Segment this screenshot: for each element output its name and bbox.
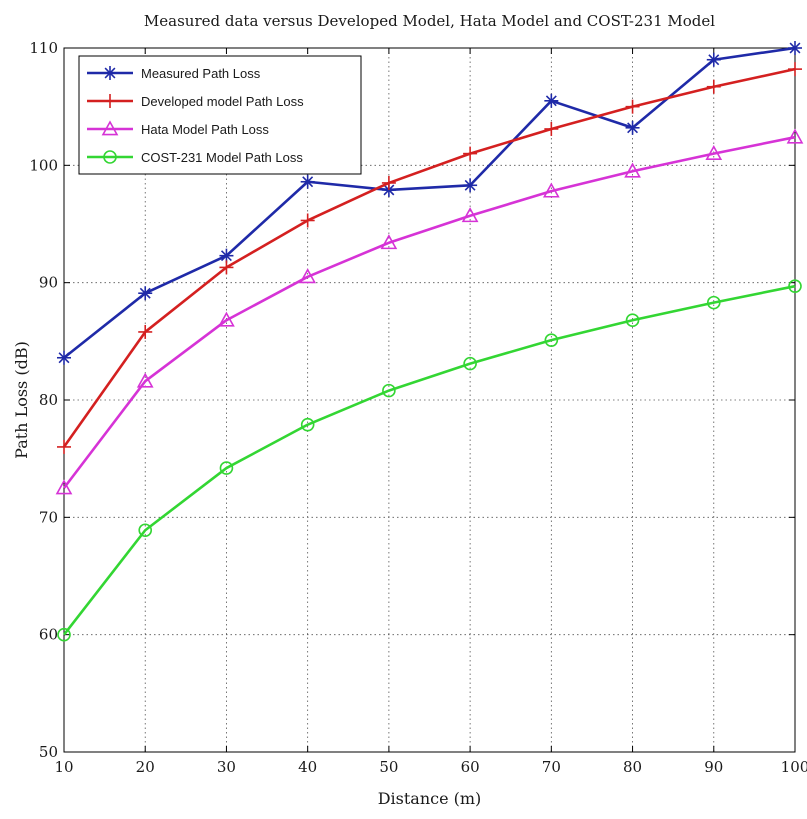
data-point [624, 162, 641, 178]
y-tick-label: 90 [39, 274, 58, 292]
x-tick-label: 10 [54, 758, 73, 776]
legend-item: Hata Model Path Loss [87, 120, 269, 137]
data-point [57, 350, 71, 365]
data-point [380, 234, 398, 250]
y-tick-label: 80 [39, 391, 58, 409]
legend: Measured Path Loss Developed model Path L… [78, 55, 362, 175]
x-tick-label: 50 [379, 758, 398, 776]
axis-ticks: 10 20 30 40 50 60 70 80 90 100 50 60 70 80 90 100 110 [29, 39, 807, 776]
x-tick-label: 30 [217, 758, 236, 776]
data-point [625, 313, 640, 328]
legend-marker [103, 150, 117, 164]
legend-label: Hata Model Path Loss [141, 122, 269, 137]
series-2 [57, 62, 802, 454]
y-tick-label: 100 [29, 156, 58, 174]
data-point [463, 356, 477, 371]
data-point [218, 311, 235, 327]
data-point [544, 93, 559, 108]
data-point [788, 41, 802, 55]
x-tick-label: 20 [136, 758, 155, 776]
x-axis-label: Distance (m) [378, 789, 482, 808]
series-group [55, 41, 804, 642]
series-line [63, 46, 796, 359]
data-point [705, 144, 723, 160]
y-tick-label: 60 [39, 626, 58, 644]
chart-title: Measured data versus Developed Model, Ha… [144, 12, 715, 30]
data-point [300, 174, 315, 189]
x-tick-label: 90 [704, 758, 723, 776]
data-point [300, 213, 315, 228]
series-3 [55, 128, 804, 495]
series-1 [57, 41, 802, 365]
legend-item: Developed model Path Loss [87, 94, 304, 109]
legend-marker [103, 66, 117, 80]
data-point [382, 383, 396, 398]
series-line [62, 284, 796, 636]
x-tick-label: 100 [781, 758, 807, 776]
data-point [138, 523, 153, 538]
data-point [461, 207, 479, 223]
x-tick-label: 60 [461, 758, 480, 776]
data-point [542, 182, 560, 198]
data-point [788, 279, 802, 293]
y-tick-label: 70 [39, 508, 58, 526]
x-tick-label: 40 [298, 758, 317, 776]
legend-item: Measured Path Loss [87, 66, 261, 81]
data-point [299, 268, 317, 284]
series-line [62, 67, 796, 448]
legend-label: Developed model Path Loss [141, 94, 304, 109]
data-point [544, 121, 559, 136]
y-axis-label: Path Loss (dB) [12, 341, 31, 459]
y-tick-label: 50 [39, 743, 58, 761]
data-point [57, 627, 71, 642]
legend-item: COST-231 Model Path Loss [87, 150, 303, 165]
data-point [136, 372, 154, 388]
data-point [219, 248, 234, 263]
data-point [57, 439, 71, 454]
data-point [219, 260, 234, 275]
data-point [138, 324, 153, 339]
data-point [706, 52, 721, 67]
legend-label: Measured Path Loss [141, 66, 261, 81]
legend-box [78, 55, 362, 175]
series-line [62, 135, 796, 489]
legend-marker [103, 94, 117, 108]
x-tick-label: 70 [542, 758, 561, 776]
data-point [55, 479, 73, 495]
y-tick-label: 110 [29, 39, 58, 57]
data-point [138, 286, 153, 301]
data-point [381, 182, 396, 197]
legend-marker [101, 120, 119, 136]
data-point [786, 128, 804, 144]
data-point [544, 333, 559, 347]
x-tick-label: 80 [623, 758, 642, 776]
data-point [219, 461, 234, 475]
series-4 [57, 279, 802, 642]
data-point [463, 146, 478, 161]
data-point [706, 295, 721, 310]
data-point [625, 120, 640, 135]
legend-label: COST-231 Model Path Loss [141, 150, 303, 165]
data-point [300, 417, 315, 432]
data-point [463, 178, 478, 193]
data-point [381, 175, 396, 190]
data-point [625, 99, 640, 114]
data-point [706, 79, 721, 94]
data-point [788, 62, 802, 77]
